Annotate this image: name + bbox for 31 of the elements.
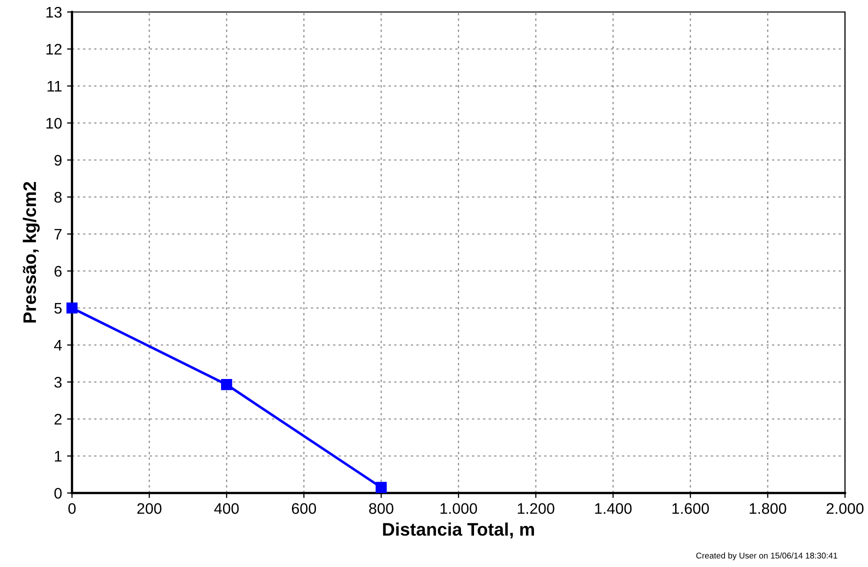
- x-tick-label: 0: [68, 503, 76, 514]
- x-tick-label: 2.000: [826, 503, 864, 514]
- x-tick-label: 1.200: [518, 503, 554, 514]
- y-tick-label: 6: [54, 266, 62, 277]
- y-tick-label: 5: [54, 303, 62, 314]
- y-tick-label: 8: [54, 192, 62, 203]
- y-tick-label: 7: [54, 229, 62, 240]
- y-tick-label: 4: [54, 340, 62, 351]
- y-tick-label: 2: [54, 414, 62, 425]
- y-tick-label: 3: [54, 376, 62, 388]
- x-tick-label: 1.000: [440, 503, 478, 514]
- point: [221, 379, 232, 390]
- x-axis-title: Distancia Total, m: [383, 522, 534, 538]
- y-tick-label: 1: [54, 451, 62, 462]
- y-tick-label: 0: [54, 488, 62, 499]
- x-tick-label: 600: [292, 503, 316, 514]
- y-tick-label: 13: [46, 6, 62, 18]
- y-tick-label: 9: [54, 154, 62, 166]
- point: [66, 302, 78, 314]
- point: [376, 482, 387, 494]
- y-tick-label: 12: [46, 44, 62, 55]
- y-tick-label: 11: [48, 81, 62, 92]
- x-tick-label: 400: [214, 503, 239, 514]
- y-tick-label: 10: [46, 118, 62, 129]
- x-tick-label: 1.400: [595, 503, 632, 514]
- x-tick-label: 1.800: [750, 503, 786, 514]
- x-tick-label: 200: [137, 503, 162, 514]
- y-axis-title: Pressão, kg/cm2: [22, 182, 40, 323]
- x-tick-label: 800: [369, 503, 394, 514]
- x-tick-label: 1.600: [672, 503, 709, 514]
- text: Created by User on 15/06/14 18:30:41: [696, 552, 838, 560]
